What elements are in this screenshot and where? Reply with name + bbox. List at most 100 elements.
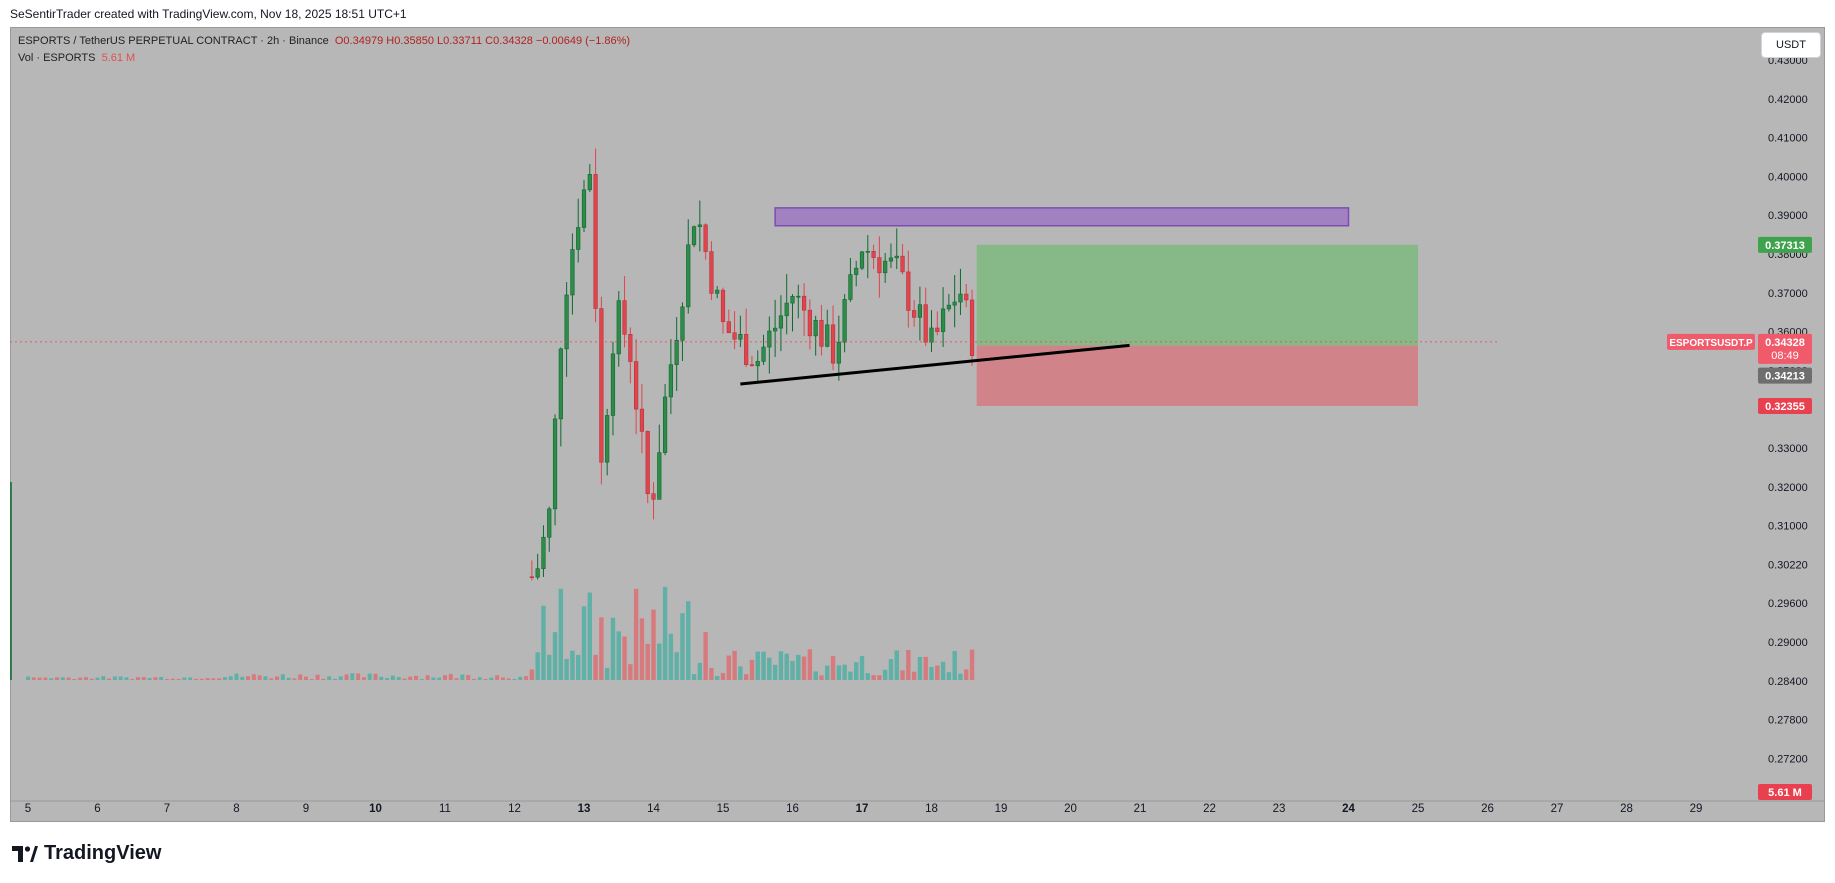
volume-bar xyxy=(732,650,737,680)
profit-zone xyxy=(976,244,1418,346)
candle-body xyxy=(634,361,639,410)
volume-bar xyxy=(610,617,616,680)
candlesticks xyxy=(529,148,975,581)
candle-body xyxy=(657,452,662,500)
volume-bar xyxy=(969,649,975,680)
volume-bar xyxy=(935,665,940,680)
volume-bar xyxy=(26,676,30,680)
volume-label: Vol · ESPORTS xyxy=(18,52,96,64)
volume-bar xyxy=(31,677,36,680)
volume-bar xyxy=(327,676,332,680)
time-tick: 12 xyxy=(508,803,521,815)
volume-bar xyxy=(350,673,355,680)
volume-bar xyxy=(275,676,280,680)
candle-body xyxy=(610,353,616,416)
price-axis: 0.430000.420000.410000.400000.390000.380… xyxy=(1768,55,1808,765)
volume-bar xyxy=(703,632,708,680)
volume-bar xyxy=(686,601,691,680)
candle-body xyxy=(900,255,905,273)
volume-bar xyxy=(385,677,390,680)
volume-bar xyxy=(332,678,337,680)
volume-bar xyxy=(541,605,546,680)
volume-bar xyxy=(240,676,245,680)
candle-body xyxy=(755,361,760,367)
volume-bar xyxy=(772,664,778,680)
candle-body xyxy=(813,320,818,337)
volume-bar xyxy=(524,676,529,680)
volume-bar xyxy=(720,673,726,680)
candle-body xyxy=(686,244,691,308)
volume-bar xyxy=(251,674,256,680)
candle-body xyxy=(859,251,865,269)
price-tick: 0.33000 xyxy=(1768,443,1808,455)
volume-bar xyxy=(414,675,419,680)
volume-bar xyxy=(755,651,760,680)
candle-body xyxy=(726,321,731,334)
candle-body xyxy=(703,224,708,252)
candle-body xyxy=(912,310,917,318)
volume-bar xyxy=(830,656,836,680)
volume-bar xyxy=(425,675,430,680)
price-chart[interactable]: 0.430000.420000.410000.400000.390000.380… xyxy=(10,27,1825,822)
volume-bar xyxy=(344,674,349,680)
volume-bar xyxy=(946,672,952,680)
volume-bar xyxy=(43,677,48,680)
time-tick: 18 xyxy=(925,803,938,815)
volume-bar xyxy=(825,665,830,680)
time-tick: 29 xyxy=(1690,803,1703,815)
candle-body xyxy=(946,304,951,310)
volume-bar xyxy=(743,674,749,680)
volume-bar xyxy=(211,678,216,680)
volume-bar xyxy=(315,674,320,680)
candle-body xyxy=(552,418,558,510)
time-tick: 16 xyxy=(786,803,799,815)
volume-bar xyxy=(645,643,650,680)
target-price-badge-bg xyxy=(1758,236,1812,253)
currency-button[interactable]: USDT xyxy=(1761,32,1821,58)
volume-bar xyxy=(581,606,587,680)
candle-body xyxy=(651,493,656,500)
time-tick: 10 xyxy=(369,803,382,815)
volume-bar xyxy=(894,650,899,680)
volume-bar xyxy=(356,673,361,680)
volume-bar xyxy=(877,675,882,680)
candle-body xyxy=(581,189,587,228)
volume-bar xyxy=(906,649,911,680)
candle-body xyxy=(877,257,882,274)
symbol-legend: ESPORTS / TetherUS PERPETUAL CONTRACT · … xyxy=(18,35,630,47)
candle-body xyxy=(529,576,534,579)
volume-legend: Vol · ESPORTS 5.61 M xyxy=(18,52,135,64)
volume-bar xyxy=(292,678,297,680)
volume-bar xyxy=(489,677,494,680)
candle-body xyxy=(784,302,789,317)
candle-body xyxy=(888,257,894,262)
volume-bars xyxy=(10,482,975,680)
volume-bar xyxy=(547,654,552,680)
volume-bar xyxy=(361,677,366,680)
volume-value: 5.61 M xyxy=(101,52,136,64)
volume-bar xyxy=(500,677,505,680)
candle-body xyxy=(628,334,633,362)
volume-bar xyxy=(790,661,795,680)
chart-area[interactable] xyxy=(10,27,1825,822)
candle-body xyxy=(674,339,679,365)
volume-bar xyxy=(379,676,384,680)
volume-bar xyxy=(460,674,465,680)
volume-bar xyxy=(674,652,679,680)
volume-bar xyxy=(552,632,558,680)
candle-body xyxy=(691,226,697,246)
volume-bar xyxy=(228,676,233,680)
volume-bar xyxy=(940,661,946,680)
time-tick: 28 xyxy=(1620,803,1633,815)
candle-body xyxy=(622,300,627,335)
time-tick: 22 xyxy=(1203,803,1216,815)
countdown-badge: 08:49 xyxy=(1771,350,1799,362)
chart-caption: SeSentirTrader created with TradingView.… xyxy=(10,7,407,21)
tradingview-logo[interactable]: TradingView xyxy=(12,842,161,865)
candle-body xyxy=(767,330,772,348)
volume-bar xyxy=(958,673,963,680)
volume-bar xyxy=(616,631,621,680)
time-tick: 21 xyxy=(1134,803,1147,815)
candle-body xyxy=(576,227,581,250)
price-tick: 0.32000 xyxy=(1768,482,1808,494)
